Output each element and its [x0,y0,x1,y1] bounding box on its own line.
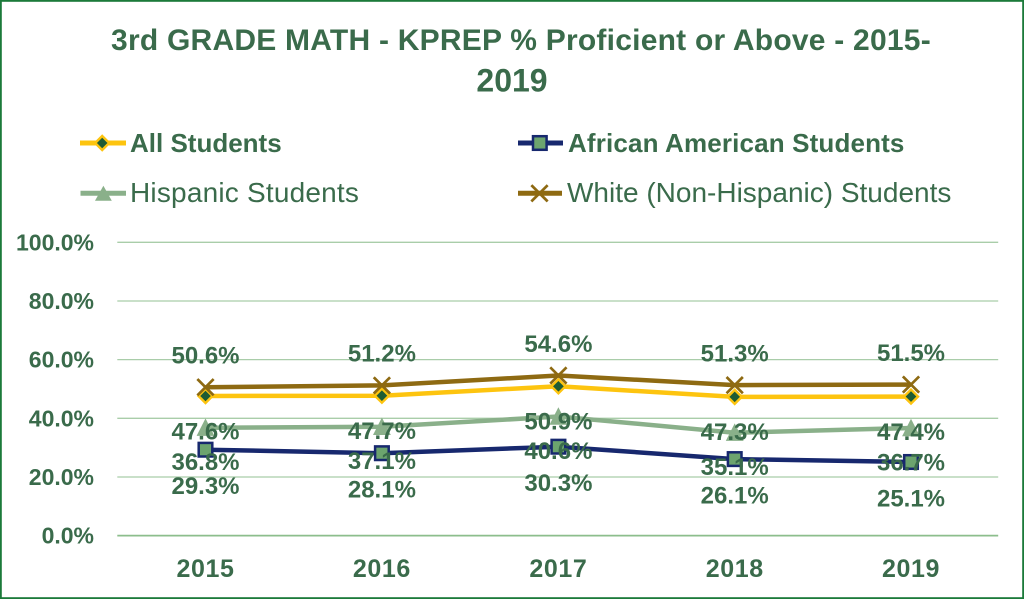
svg-text:0.0%: 0.0% [42,523,94,549]
svg-text:37.1%: 37.1% [348,448,416,475]
svg-text:40.0%: 40.0% [29,405,94,431]
svg-text:47.6%: 47.6% [171,418,239,445]
svg-text:White (Non-Hispanic) Students: White (Non-Hispanic) Students [567,177,951,208]
svg-text:25.1%: 25.1% [877,485,945,512]
svg-text:40.6%: 40.6% [524,438,592,465]
svg-text:26.1%: 26.1% [701,482,769,509]
svg-text:51.5%: 51.5% [877,340,945,367]
svg-text:2018: 2018 [706,555,764,583]
svg-text:50.9%: 50.9% [524,409,592,436]
svg-text:African American Students: African American Students [568,128,905,158]
svg-text:100.0%: 100.0% [16,229,94,255]
svg-text:All Students: All Students [130,128,282,158]
svg-text:47.4%: 47.4% [877,419,945,446]
svg-text:36.7%: 36.7% [877,449,945,476]
svg-text:50.6%: 50.6% [171,343,239,370]
svg-text:2017: 2017 [529,555,587,583]
svg-text:20.0%: 20.0% [29,464,94,490]
svg-text:2015: 2015 [176,555,234,583]
svg-text:51.3%: 51.3% [701,340,769,367]
svg-text:28.1%: 28.1% [348,477,416,504]
svg-text:54.6%: 54.6% [524,331,592,358]
svg-text:29.3%: 29.3% [171,473,239,500]
svg-text:60.0%: 60.0% [29,347,94,373]
svg-text:80.0%: 80.0% [29,288,94,314]
svg-text:3rd GRADE MATH - KPREP % Profi: 3rd GRADE MATH - KPREP % Proficient or A… [111,24,931,57]
svg-text:35.1%: 35.1% [701,454,769,481]
svg-text:2019: 2019 [882,555,940,583]
svg-text:47.3%: 47.3% [701,419,769,446]
svg-text:Hispanic Students: Hispanic Students [130,177,359,208]
svg-text:2016: 2016 [353,555,411,583]
svg-text:51.2%: 51.2% [348,341,416,368]
svg-text:30.3%: 30.3% [524,470,592,497]
svg-text:2019: 2019 [476,63,547,99]
svg-text:36.8%: 36.8% [171,449,239,476]
svg-text:47.7%: 47.7% [348,418,416,445]
